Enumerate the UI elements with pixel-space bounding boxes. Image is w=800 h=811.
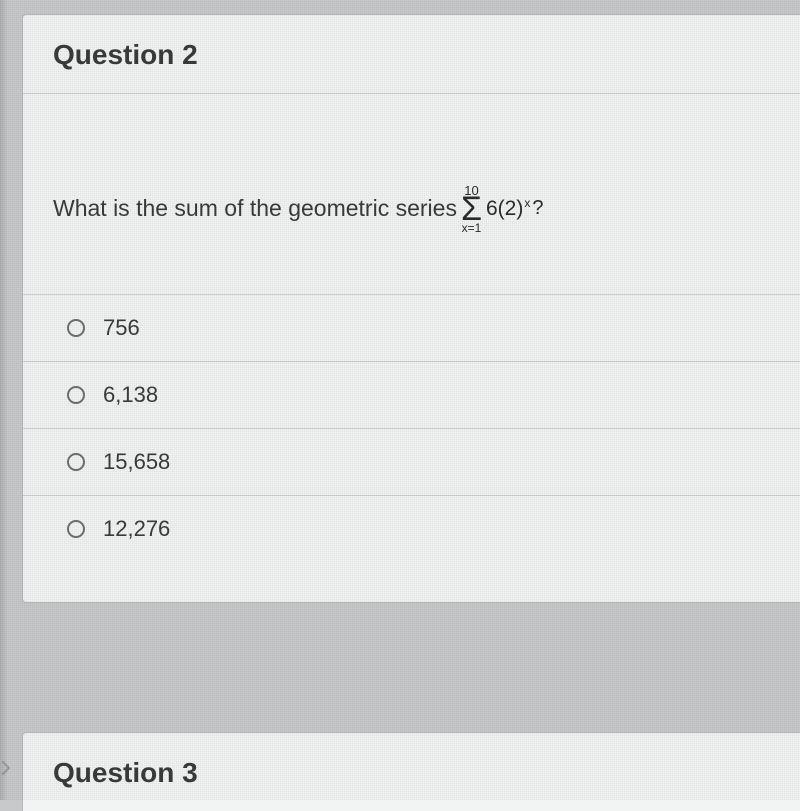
answer-option-label: 756 xyxy=(103,315,140,341)
radio-icon xyxy=(67,319,85,337)
series-term-base: 6(2) xyxy=(486,197,523,221)
question-prompt-text: What is the sum of the geometric series xyxy=(53,195,457,222)
question-title: Question 2 xyxy=(53,39,780,71)
sigma-notation: 10 Σ x=1 xyxy=(461,184,482,234)
question-card: Question 2 What is the sum of the geomet… xyxy=(22,14,800,603)
answer-option-1[interactable]: 6,138 xyxy=(23,362,800,429)
answer-option-label: 6,138 xyxy=(103,382,158,408)
answer-option-3[interactable]: 12,276 xyxy=(23,496,800,562)
screen-left-shadow xyxy=(0,0,8,800)
answer-option-2[interactable]: 15,658 xyxy=(23,429,800,496)
question-prompt: What is the sum of the geometric series … xyxy=(23,94,800,294)
answer-option-label: 15,658 xyxy=(103,449,170,475)
radio-icon xyxy=(67,453,85,471)
sigma-symbol: Σ xyxy=(461,195,482,224)
answer-option-0[interactable]: 756 xyxy=(23,295,800,362)
sigma-lower-limit: x=1 xyxy=(462,222,482,234)
question-card-body: What is the sum of the geometric series … xyxy=(23,94,800,602)
answer-option-label: 12,276 xyxy=(103,516,170,542)
radio-icon xyxy=(67,386,85,404)
next-question-title: Question 3 xyxy=(53,757,780,789)
nav-chevron-icon xyxy=(0,756,18,780)
radio-icon xyxy=(67,520,85,538)
series-term-exponent: x xyxy=(524,196,530,210)
question-mark: ? xyxy=(532,197,543,220)
card-footer-spacer xyxy=(23,562,800,602)
answer-options: 756 6,138 15,658 12,276 xyxy=(23,294,800,562)
next-question-card: Question 3 xyxy=(22,732,800,811)
question-card-header: Question 2 xyxy=(23,15,800,94)
